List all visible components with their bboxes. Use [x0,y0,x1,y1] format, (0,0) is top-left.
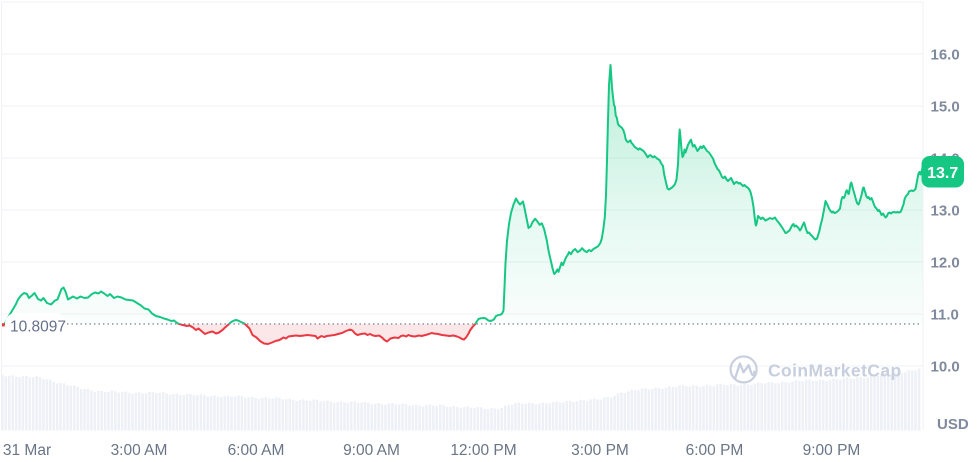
svg-text:31 Mar: 31 Mar [3,442,51,459]
svg-text:6:00 PM: 6:00 PM [686,442,744,459]
svg-text:11.0: 11.0 [931,306,959,323]
svg-text:3:00 PM: 3:00 PM [571,442,629,459]
svg-text:10.0: 10.0 [931,358,960,375]
svg-text:16.0: 16.0 [931,46,960,63]
svg-text:9:00 PM: 9:00 PM [803,442,861,459]
svg-text:13.7: 13.7 [927,165,958,182]
svg-text:9:00 AM: 9:00 AM [343,442,400,459]
svg-text:12.0: 12.0 [931,254,960,271]
svg-text:USD: USD [937,416,969,433]
svg-text:6:00 AM: 6:00 AM [228,442,285,459]
svg-text:13.0: 13.0 [931,202,960,219]
svg-text:15.0: 15.0 [931,98,960,115]
svg-text:3:00 AM: 3:00 AM [111,442,168,459]
svg-text:10.8097: 10.8097 [10,318,66,335]
svg-text:12:00 PM: 12:00 PM [450,442,516,459]
svg-text:CoinMarketCap: CoinMarketCap [768,361,902,381]
